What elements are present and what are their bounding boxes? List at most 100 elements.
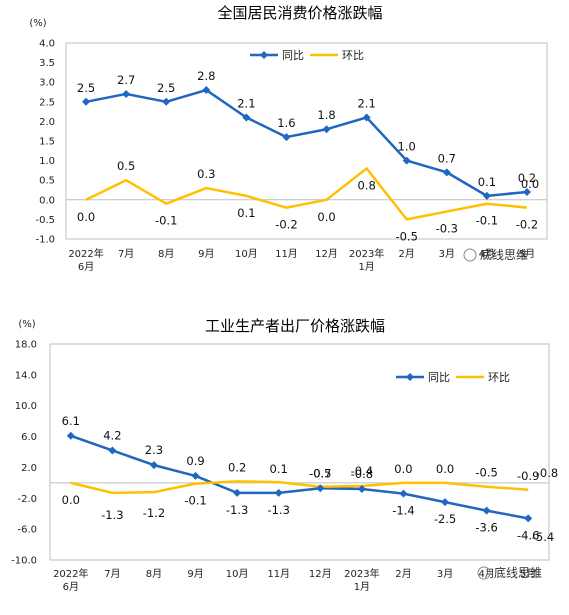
data-label-tongbi: 6.1 bbox=[62, 414, 80, 428]
chart-title: 全国居民消费价格涨跌幅 bbox=[217, 4, 382, 22]
y-tick-label: -1.0 bbox=[35, 235, 55, 246]
y-tick-label: 2.5 bbox=[39, 97, 55, 108]
data-point-tongbi bbox=[482, 191, 491, 200]
y-tick-label: 6.0 bbox=[21, 432, 37, 443]
data-label-tongbi: 2.1 bbox=[357, 96, 375, 110]
data-label-tongbi: 1.8 bbox=[317, 108, 335, 122]
data-label-tongbi: -2.5 bbox=[434, 512, 456, 526]
watermark: 底线思维 bbox=[463, 247, 528, 262]
x-tick-label: 7月 bbox=[104, 568, 120, 580]
x-tick-label: 7月 bbox=[118, 248, 134, 260]
data-point-tongbi bbox=[282, 133, 291, 142]
x-tick-label: 2月 bbox=[399, 248, 415, 260]
series-line-tongbi bbox=[85, 88, 528, 198]
data-label-huanbi: 0.1 bbox=[270, 462, 288, 476]
y-tick-label: -0.5 bbox=[35, 215, 55, 226]
data-label-huanbi: -1.2 bbox=[143, 506, 165, 520]
x-tick-label: 11月 bbox=[275, 248, 298, 260]
data-label-huanbi: 0.1 bbox=[237, 206, 255, 220]
data-label-tongbi: -1.3 bbox=[226, 503, 248, 517]
data-label-huanbi: 0.5 bbox=[117, 159, 135, 173]
data-label-huanbi: 0.0 bbox=[394, 462, 412, 476]
x-tick-label: 2月 bbox=[395, 568, 411, 580]
x-tick-label: 2023年 1月 bbox=[349, 247, 384, 273]
data-label-huanbi: 0.0 bbox=[62, 493, 80, 507]
data-label-huanbi: 0.8 bbox=[357, 178, 375, 192]
data-label-huanbi-5: -0.8 bbox=[536, 466, 558, 480]
y-tick-label: -2.0 bbox=[17, 494, 37, 505]
data-label-tongbi-5: -5.4 bbox=[532, 530, 554, 544]
data-label-huanbi: 0.0 bbox=[317, 210, 335, 224]
data-point-tongbi bbox=[191, 471, 200, 480]
data-point-tongbi bbox=[399, 489, 408, 498]
x-tick-label: 9月 bbox=[198, 248, 214, 260]
series-line-huanbi bbox=[85, 167, 528, 221]
data-label-tongbi: 2.1 bbox=[237, 96, 255, 110]
data-label-tongbi: 2.8 bbox=[197, 69, 215, 83]
x-tick-label: 10月 bbox=[235, 248, 258, 260]
data-label-tongbi: 1.0 bbox=[398, 140, 416, 154]
x-tick-label: 2022年 6月 bbox=[68, 247, 103, 273]
y-tick-label: 4.0 bbox=[39, 39, 55, 50]
y-unit-label: (%) bbox=[18, 319, 35, 330]
plot-area bbox=[49, 343, 550, 561]
legend: 同比 环比 bbox=[396, 371, 510, 384]
data-label-tongbi: -1.3 bbox=[267, 503, 289, 517]
x-tick-label: 2022年 6月 bbox=[53, 567, 88, 593]
data-label-huanbi: -0.1 bbox=[184, 494, 206, 508]
legend: 同比 环比 bbox=[250, 49, 364, 62]
y-tick-label: 10.0 bbox=[15, 401, 37, 412]
data-label-tongbi: 4.2 bbox=[103, 428, 121, 442]
series-line-tongbi bbox=[70, 434, 529, 520]
data-label-tongbi: 1.6 bbox=[277, 116, 295, 130]
data-label-tongbi: -4.6 bbox=[517, 528, 539, 542]
watermark: 底线思维 bbox=[477, 565, 542, 580]
watermark-text: 底线思维 bbox=[494, 565, 542, 580]
x-tick-label: 4月 bbox=[479, 248, 495, 260]
chart-1: 全国居民消费价格涨跌幅 (%) 4.0 3.5 3.0 2.5 2.0 1.5 1.0 0.5 0.… bbox=[29, 4, 548, 273]
data-point-tongbi bbox=[162, 97, 171, 106]
data-point-tongbi bbox=[122, 89, 131, 98]
y-unit-label: (%) bbox=[29, 18, 46, 29]
x-tick-label: 5月 bbox=[519, 248, 535, 260]
legend-marker bbox=[406, 373, 414, 381]
data-label-huanbi: -0.5 bbox=[475, 466, 497, 480]
data-label-tongbi: 0.7 bbox=[438, 151, 456, 165]
data-point-tongbi bbox=[522, 187, 531, 196]
x-tick-label: 11月 bbox=[267, 568, 290, 580]
y-tick-label: -6.0 bbox=[17, 525, 37, 536]
data-label-huanbi: 0.0 bbox=[77, 210, 95, 224]
data-point-tongbi bbox=[66, 431, 75, 440]
x-tick-label: 12月 bbox=[309, 568, 332, 580]
x-tick-label: 2023年 1月 bbox=[344, 567, 379, 593]
y-tick-label: 2.0 bbox=[21, 463, 37, 474]
data-label-huanbi: -1.3 bbox=[101, 508, 123, 522]
data-point-tongbi bbox=[322, 125, 331, 134]
data-point-tongbi bbox=[316, 484, 325, 493]
legend-label: 同比 bbox=[282, 49, 304, 62]
data-label-tongbi: 2.5 bbox=[77, 81, 95, 95]
data-label-tongbi: -3.6 bbox=[475, 521, 497, 535]
y-tick-label: 2.0 bbox=[39, 117, 55, 128]
data-label-huanbi: 0.3 bbox=[197, 167, 215, 181]
y-tick-label: 3.5 bbox=[39, 58, 55, 69]
data-label-huanbi: 0.2 bbox=[228, 460, 246, 474]
legend-label: 同比 bbox=[428, 371, 450, 384]
data-point-tongbi bbox=[202, 86, 211, 95]
data-label-tongbi: -0.8 bbox=[351, 467, 373, 481]
chart-title: 工业生产者出厂价格涨跌幅 bbox=[205, 317, 385, 335]
watermark-text: 底线思维 bbox=[480, 247, 528, 262]
data-label-huanbi: 0.0 bbox=[436, 462, 454, 476]
data-label-tongbi: -1.4 bbox=[392, 504, 414, 518]
data-label-huanbi: -0.1 bbox=[476, 214, 498, 228]
data-point-tongbi bbox=[274, 488, 283, 497]
wechat-icon bbox=[477, 566, 491, 580]
data-label-huanbi: -0.2 bbox=[516, 218, 538, 232]
data-point-tongbi bbox=[108, 446, 117, 455]
wechat-icon bbox=[463, 248, 477, 262]
data-label-huanbi: -0.4 bbox=[351, 464, 373, 478]
data-point-tongbi bbox=[233, 488, 242, 497]
series-line-huanbi bbox=[70, 480, 529, 495]
data-label-huanbi: -0.1 bbox=[155, 214, 177, 228]
